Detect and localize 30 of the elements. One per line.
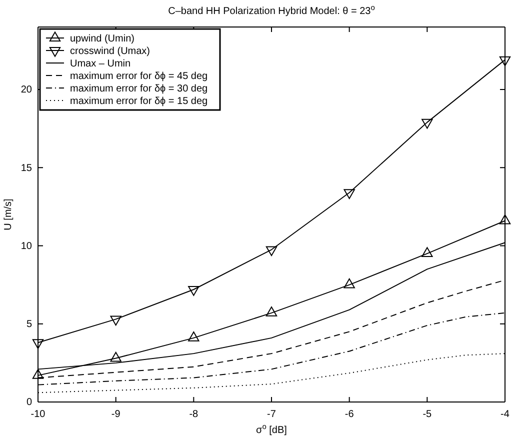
x-tick-label: -6 xyxy=(344,409,354,420)
y-tick-label: 5 xyxy=(26,319,32,330)
legend-label: Umax – Umin xyxy=(70,58,131,70)
point xyxy=(266,306,278,316)
point xyxy=(32,369,44,379)
legend-label: crosswind (Umax) xyxy=(70,46,150,57)
x-tick-label: -9 xyxy=(111,409,121,420)
y-tick-label: 10 xyxy=(20,240,32,252)
point xyxy=(110,352,122,362)
y-tick-label: 0 xyxy=(26,397,32,408)
x-tick-label: -8 xyxy=(189,409,199,420)
x-tick-label: -7 xyxy=(267,409,276,420)
x-tick-label: -5 xyxy=(422,409,432,420)
legend-label: maximum error for δϕ = 30 deg xyxy=(70,84,208,94)
point xyxy=(422,118,433,129)
point xyxy=(344,278,355,288)
legend-label: maximum error for δϕ = 45 deg xyxy=(70,71,208,82)
x-tick-label: -4 xyxy=(500,409,510,420)
chart-title: C–band HH Polarization Hybrid Model: θ = 23$^{o}$ xyxy=(168,2,375,17)
point xyxy=(422,247,433,258)
y-tick-label: 20 xyxy=(20,84,32,96)
y-tick-label: 15 xyxy=(20,162,32,174)
x-axis-title: σ$^{o}$ [dB] xyxy=(256,422,288,436)
point xyxy=(188,332,200,342)
legend-label: maximum error for δϕ = 15 deg xyxy=(70,96,208,107)
point xyxy=(499,214,511,224)
x-tick-label: -10 xyxy=(30,409,46,420)
point xyxy=(499,56,511,66)
y-axis-title: U [m/s] xyxy=(3,198,14,230)
legend-label: upwind (Umin) xyxy=(70,34,134,44)
